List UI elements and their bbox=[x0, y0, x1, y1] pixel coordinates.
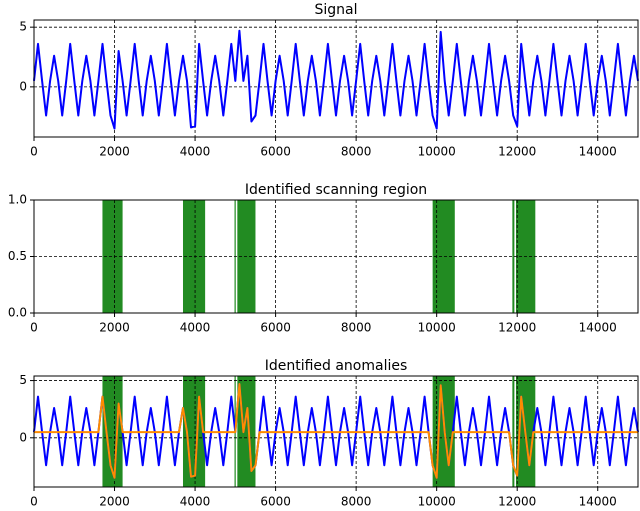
x-tick-label: 0 bbox=[30, 495, 38, 509]
x-tick-label: 12000 bbox=[498, 495, 536, 509]
x-tick-label: 14000 bbox=[579, 321, 617, 335]
x-tick-label: 4000 bbox=[180, 495, 211, 509]
x-tick-label: 12000 bbox=[498, 321, 536, 335]
x-tick-label: 10000 bbox=[418, 495, 456, 509]
y-tick-label: 0 bbox=[19, 79, 27, 93]
x-tick-label: 10000 bbox=[418, 145, 456, 159]
series-line bbox=[33, 383, 639, 479]
x-tick-label: 12000 bbox=[498, 145, 536, 159]
scan-region bbox=[512, 200, 515, 313]
chart-title: Signal bbox=[314, 2, 357, 18]
x-tick-label: 2000 bbox=[99, 495, 130, 509]
x-tick-label: 8000 bbox=[341, 145, 372, 159]
x-tick-label: 4000 bbox=[180, 145, 211, 159]
x-tick-label: 6000 bbox=[260, 495, 291, 509]
plot-frame bbox=[33, 375, 639, 488]
x-tick-label: 14000 bbox=[579, 145, 617, 159]
series-line bbox=[34, 383, 638, 479]
y-tick-label: 0.5 bbox=[8, 249, 27, 263]
x-tick-label: 8000 bbox=[341, 321, 372, 335]
x-tick-label: 0 bbox=[30, 321, 38, 335]
y-tick-label: 1.0 bbox=[8, 193, 27, 207]
y-tick-label: 5 bbox=[19, 373, 27, 387]
x-tick-label: 8000 bbox=[341, 495, 372, 509]
x-tick-label: 6000 bbox=[260, 145, 291, 159]
y-tick-label: 5 bbox=[19, 20, 27, 34]
x-tick-label: 6000 bbox=[260, 321, 291, 335]
plot-frame bbox=[33, 19, 639, 138]
chart-title: Identified anomalies bbox=[265, 358, 408, 374]
scan-region bbox=[512, 376, 515, 487]
x-tick-label: 4000 bbox=[180, 321, 211, 335]
scan-region bbox=[102, 376, 123, 487]
series-line bbox=[33, 29, 639, 130]
x-tick-label: 14000 bbox=[579, 495, 617, 509]
scan-region bbox=[432, 200, 455, 313]
plot-frame bbox=[33, 199, 639, 314]
x-tick-label: 0 bbox=[30, 145, 38, 159]
y-tick-label: 0 bbox=[19, 430, 27, 444]
x-tick-label: 10000 bbox=[418, 321, 456, 335]
x-tick-label: 2000 bbox=[99, 145, 130, 159]
x-tick-label: 2000 bbox=[99, 321, 130, 335]
scan-region bbox=[102, 200, 123, 313]
y-tick-label: 0.0 bbox=[8, 306, 27, 320]
chart-title: Identified scanning region bbox=[245, 182, 427, 198]
